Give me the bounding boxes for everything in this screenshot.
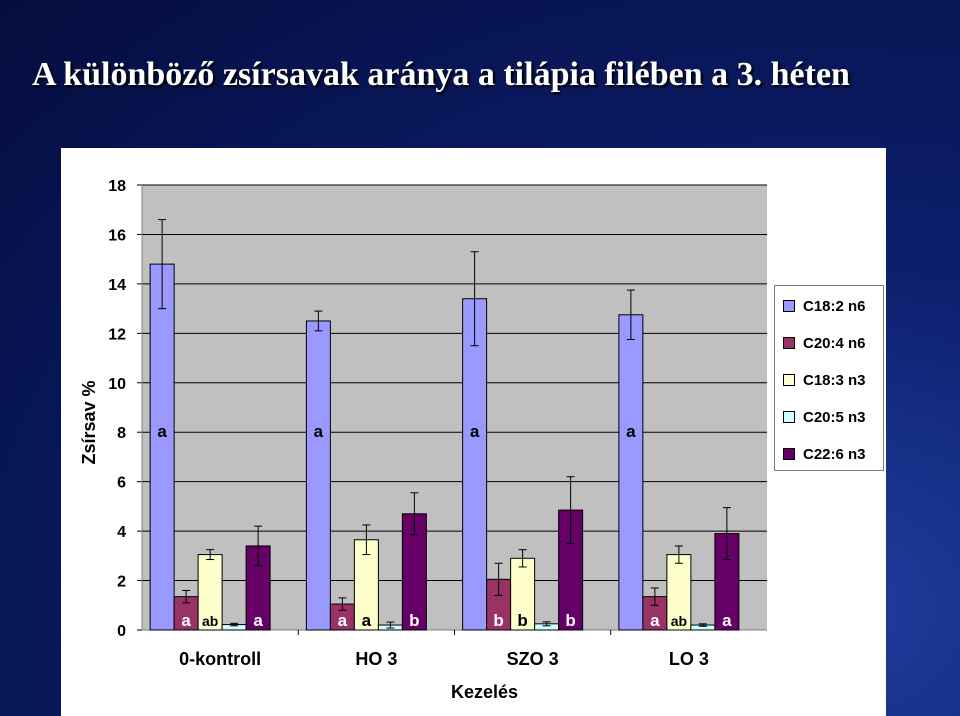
y-tick-label: 14	[108, 277, 126, 294]
slide-title: A különböző zsírsavak aránya a tilápia f…	[32, 56, 850, 93]
y-tick-label: 4	[117, 524, 126, 541]
legend-item: C20:5 n3	[783, 407, 866, 427]
y-tick-label: 10	[108, 376, 126, 393]
legend-swatch	[783, 374, 795, 386]
legend-swatch	[783, 337, 795, 349]
significance-letter: ab	[202, 613, 218, 629]
y-tick-label: 16	[108, 227, 126, 244]
x-tick-label: 0-kontroll	[179, 649, 261, 669]
chart-panel: 0 2 4 6 8 10 12 14 16 18 0-kontroll a a ab a HO 3 a a a b SZ…	[61, 148, 886, 716]
significance-letter: b	[565, 611, 575, 630]
legend-swatch	[783, 448, 795, 460]
legend-swatch	[783, 300, 795, 312]
significance-letter: a	[470, 422, 480, 441]
bar	[305, 320, 331, 631]
significance-letter: b	[493, 611, 503, 630]
y-tick-label: 8	[117, 425, 126, 442]
significance-letter: a	[181, 611, 191, 630]
legend-label: C22:6 n3	[803, 445, 866, 463]
significance-letter: a	[626, 422, 636, 441]
significance-letter: a	[253, 611, 263, 630]
significance-letter: b	[517, 611, 527, 630]
y-tick-label: 12	[108, 326, 126, 343]
legend-label: C18:3 n3	[803, 371, 866, 389]
legend-swatch	[783, 411, 795, 423]
legend-label: C18:2 n6	[803, 297, 866, 315]
legend-label: C20:4 n6	[803, 334, 866, 352]
legend-item: C22:6 n3	[783, 444, 866, 464]
legend: C18:2 n6 C20:4 n6 C18:3 n3 C20:5 n3 C22:6 n3	[774, 285, 884, 471]
y-tick-label: 0	[117, 623, 126, 640]
significance-letter: a	[722, 611, 732, 630]
y-axis-title: Zsírsav %	[79, 380, 99, 464]
bar	[197, 554, 223, 631]
legend-item: C18:2 n6	[783, 296, 866, 316]
legend-item: C18:3 n3	[783, 370, 866, 390]
y-tick-label: 6	[117, 475, 126, 492]
significance-letter: a	[157, 422, 167, 441]
x-axis-title: Kezelés	[451, 682, 518, 702]
bar	[618, 314, 644, 631]
y-tick-label: 2	[117, 574, 126, 591]
legend-item: C20:4 n6	[783, 333, 866, 353]
significance-letter: a	[650, 611, 660, 630]
significance-letter: a	[338, 611, 348, 630]
significance-letter: ab	[671, 613, 687, 629]
significance-letter: a	[362, 611, 372, 630]
x-tick-label: HO 3	[355, 649, 397, 669]
bar	[510, 557, 536, 631]
y-tick-label: 18	[108, 178, 126, 195]
significance-letter: b	[409, 611, 419, 630]
bar	[666, 554, 692, 631]
x-tick-label: LO 3	[669, 649, 709, 669]
x-tick-label: SZO 3	[507, 649, 559, 669]
significance-letter: a	[314, 422, 324, 441]
bar	[462, 298, 488, 631]
legend-label: C20:5 n3	[803, 408, 866, 426]
bar	[149, 263, 175, 631]
